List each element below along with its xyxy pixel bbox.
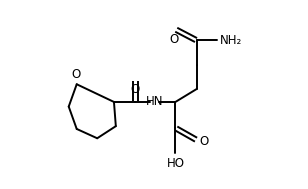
Text: NH₂: NH₂ xyxy=(220,34,242,47)
Text: O: O xyxy=(199,135,208,148)
Text: HO: HO xyxy=(166,156,184,170)
Text: HN: HN xyxy=(146,95,164,108)
Text: O: O xyxy=(131,83,140,96)
Text: O: O xyxy=(169,33,178,46)
Text: O: O xyxy=(71,67,80,81)
